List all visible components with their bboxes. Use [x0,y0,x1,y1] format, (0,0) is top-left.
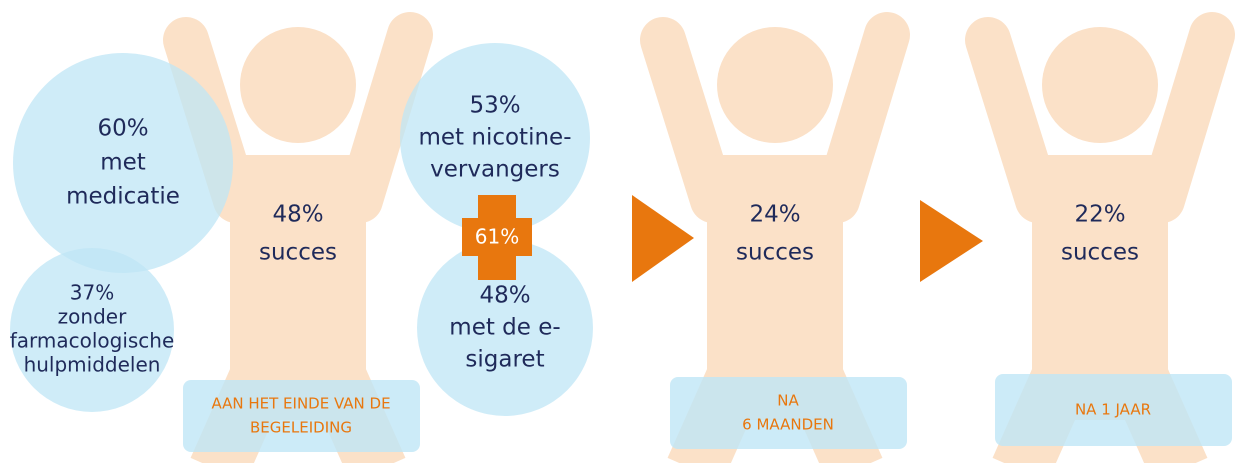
arm [337,12,433,223]
arrow [632,195,694,282]
body [1032,155,1168,420]
caption-text: 6 MAANDEN [742,416,834,434]
plus-label: 61% [475,225,519,249]
arm [640,17,736,223]
bubble-text: vervangers [430,157,560,183]
bubble-text: medicatie [66,184,180,210]
bubble-text: met de e- [449,315,560,341]
caption-box [670,377,907,449]
body [230,155,366,420]
bubble-text: sigaret [465,347,544,373]
bubble-text: farmacologische [10,329,175,353]
bubble [417,240,593,416]
caption-box [995,374,1232,446]
figure-text: succes [1061,240,1139,266]
body [707,155,843,420]
caption-box [183,380,420,452]
bubble-text: 53% [469,93,520,119]
bubble-text: hulpmiddelen [24,353,161,377]
arm [965,17,1061,223]
arm [1139,12,1235,223]
caption-text: NA [777,392,799,410]
figure-text: 24% [749,202,800,228]
bubble-text: zonder [58,305,127,329]
head [1042,27,1158,143]
head [240,27,356,143]
figure-text: succes [736,240,814,266]
figure-text: 22% [1074,202,1125,228]
arrow [920,200,983,282]
bubble-text: 48% [479,283,530,309]
figure-text: 48% [272,202,323,228]
bubble [13,53,233,273]
caption-text: BEGELEIDING [250,419,352,437]
figure-text: succes [259,240,337,266]
caption-text: NA 1 JAAR [1075,401,1151,419]
bubble-text: met [100,150,146,176]
bubble-text: 60% [97,116,148,142]
head [717,27,833,143]
bubble-text: 37% [70,281,114,305]
bubble [10,248,174,412]
plus-bar [478,195,516,280]
bubble-text: met nicotine- [418,125,571,151]
bubble [400,43,590,233]
caption-text: AAN HET EINDE VAN DE [211,395,390,413]
arm [814,12,910,223]
